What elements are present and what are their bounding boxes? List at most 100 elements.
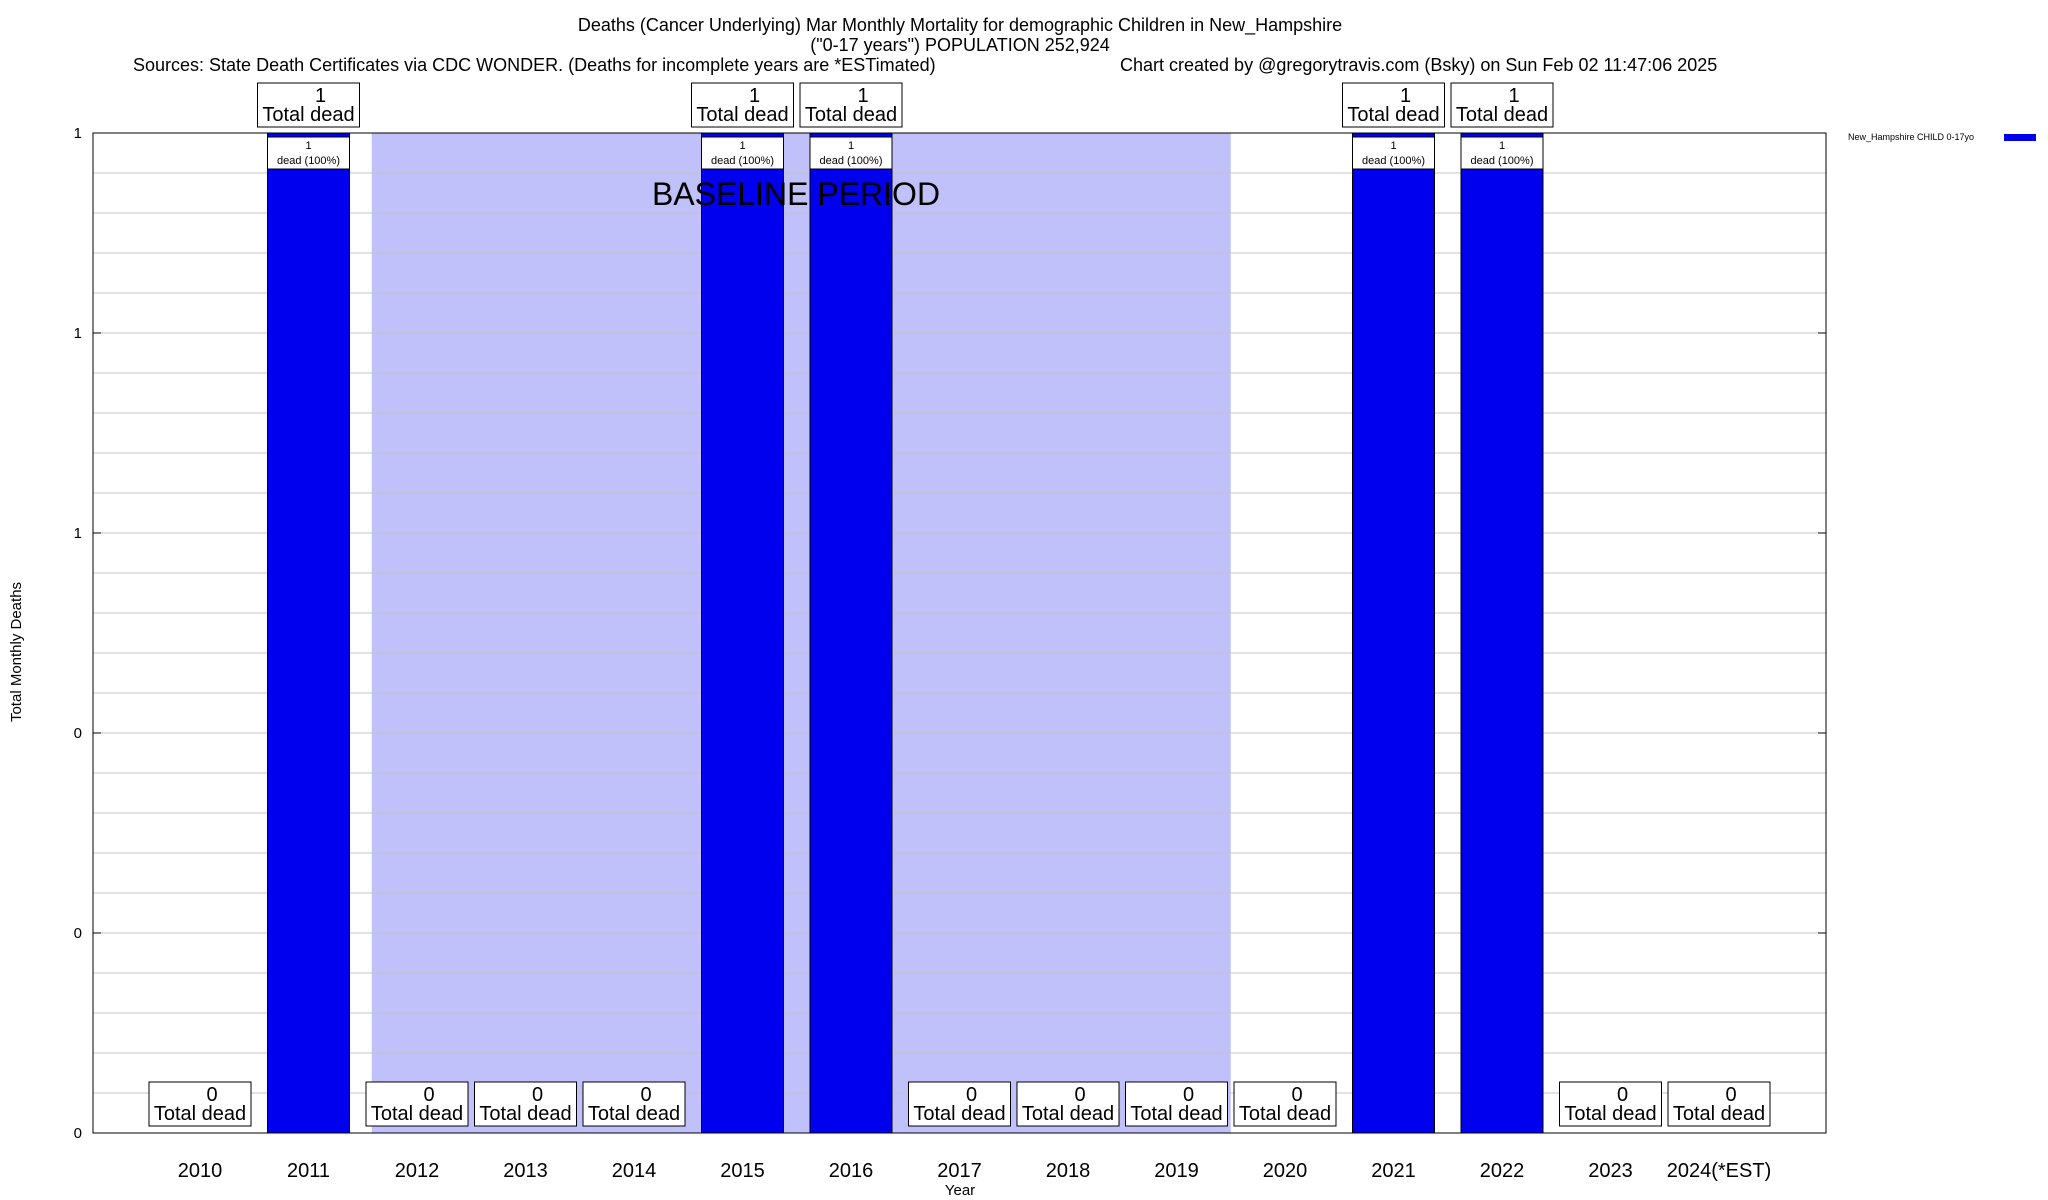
total-label-count: 1 [749, 85, 760, 107]
x-tick-label: 2020 [1263, 1160, 1308, 1182]
bar-label-box [267, 136, 350, 170]
x-tick-label: 2024(*EST) [1667, 1160, 1772, 1182]
x-tick-label: 2018 [1046, 1160, 1091, 1182]
total-label-count: 0 [966, 1084, 977, 1106]
x-tick-label: 2023 [1588, 1160, 1633, 1182]
total-label-text: Total dead [588, 1103, 680, 1125]
x-tick-label: 2017 [937, 1160, 982, 1182]
x-axis-label: Year [945, 1182, 975, 1199]
total-label-text: Total dead [913, 1103, 1005, 1125]
total-label-box [365, 1081, 469, 1127]
bar-label-box [1352, 136, 1435, 170]
total-label-count: 1 [1508, 85, 1519, 107]
total-label-text: Total dead [1456, 104, 1548, 126]
chart-title-line2: ("0-17 years") POPULATION 252,924 [810, 35, 1110, 55]
y-tick-label: 1 [74, 325, 82, 342]
total-label-box [474, 1081, 577, 1127]
baseline-period-label: BASELINE PERIOD [652, 176, 940, 212]
total-label-count: 0 [532, 1084, 543, 1106]
total-label-count: 0 [1291, 1084, 1302, 1106]
bar-label-box [1460, 136, 1544, 170]
total-label-text: Total dead [1022, 1103, 1114, 1125]
total-label-box [1342, 82, 1445, 128]
total-label-text: Total dead [371, 1103, 463, 1125]
bar-label-count: 1 [1390, 140, 1396, 152]
x-tick-label: 2011 [287, 1160, 330, 1182]
total-label-box [1450, 82, 1554, 128]
y-tick-label: 0 [74, 1125, 82, 1142]
total-label-text: Total dead [1130, 1103, 1222, 1125]
total-label-text: Total dead [696, 104, 788, 126]
total-label-box [148, 1081, 252, 1127]
total-label-box [1233, 1081, 1337, 1127]
total-label-count: 0 [1617, 1084, 1628, 1106]
bar-label-text: dead (100%) [277, 155, 340, 167]
baseline-period-layer [371, 133, 1231, 1133]
data-bar [267, 132, 350, 1134]
data-bar [809, 132, 893, 1134]
total-label-box [799, 82, 903, 128]
bar-label-count: 1 [1499, 140, 1505, 152]
legend-swatch [2004, 134, 2036, 141]
y-tick-label: 1 [74, 525, 82, 542]
x-tick-label: 2021 [1371, 1160, 1416, 1182]
y-tick-label: 0 [74, 725, 82, 742]
axes-layer: 2010 2011 2012 2013 2014 2015 2016 2017 2018 2019… [74, 125, 1827, 1182]
total-label-count: 0 [640, 1084, 651, 1106]
total-label-count: 0 [206, 1084, 217, 1106]
total-label-box [582, 1081, 686, 1127]
y-axis-label: Total Monthly Deaths [8, 582, 25, 722]
total-label-box [1559, 1081, 1662, 1127]
total-label-box [1667, 1081, 1771, 1127]
x-tick-label: 2016 [829, 1160, 874, 1182]
bar-label-count: 1 [848, 140, 854, 152]
total-label-count: 0 [1074, 1084, 1085, 1106]
total-label-box [908, 1081, 1011, 1127]
total-label-box [691, 82, 794, 128]
data-bar [1460, 132, 1544, 1134]
total-label-text: Total dead [805, 104, 897, 126]
bar-label-box [809, 136, 893, 170]
x-tick-label: 2013 [503, 1160, 548, 1182]
plot-border [92, 132, 1827, 1134]
x-tick-label: 2010 [178, 1160, 223, 1182]
bar-label-text: dead (100%) [711, 155, 774, 167]
legend: New_Hampshire CHILD 0-17yo [1848, 132, 2036, 142]
y-tick-label: 0 [74, 925, 82, 942]
total-label-box [1016, 1081, 1120, 1127]
chart-credit: Chart created by @gregorytravis.com (Bsk… [1120, 55, 1717, 75]
total-label-text: Total dead [1347, 104, 1439, 126]
total-label-box [257, 82, 360, 128]
bar-label-text: dead (100%) [1362, 155, 1425, 167]
total-label-text: Total dead [1673, 1103, 1765, 1125]
chart-sources: Sources: State Death Certificates via CD… [133, 55, 936, 75]
x-tick-label: 2012 [395, 1160, 440, 1182]
total-label-count: 1 [315, 85, 326, 107]
total-label-count: 1 [1400, 85, 1411, 107]
bar-label-count: 1 [739, 140, 745, 152]
total-label-text: Total dead [1239, 1103, 1331, 1125]
total-label-text: Total dead [479, 1103, 571, 1125]
data-bar [701, 132, 784, 1134]
total-label-count: 0 [1725, 1084, 1736, 1106]
total-label-text: Total dead [154, 1103, 246, 1125]
total-label-count: 1 [857, 85, 868, 107]
total-label-text: Total dead [262, 104, 354, 126]
x-tick-label: 2022 [1480, 1160, 1525, 1182]
bar-label-text: dead (100%) [1471, 155, 1534, 167]
total-label-count: 0 [1183, 1084, 1194, 1106]
x-tick-label: 2019 [1154, 1160, 1199, 1182]
bars-layer [196, 132, 1723, 1134]
x-tick-label: 2015 [720, 1160, 765, 1182]
legend-label: New_Hampshire CHILD 0-17yo [1848, 132, 1974, 142]
total-label-count: 0 [423, 1084, 434, 1106]
y-tick-label: 1 [74, 125, 82, 142]
bar-label-count: 1 [305, 140, 311, 152]
x-tick-label: 2014 [612, 1160, 657, 1182]
data-bar [1352, 132, 1435, 1134]
bar-label-box [701, 136, 784, 170]
baseline-period-shade [371, 133, 1231, 1133]
chart-title-line1: Deaths (Cancer Underlying) Mar Monthly M… [578, 15, 1342, 36]
